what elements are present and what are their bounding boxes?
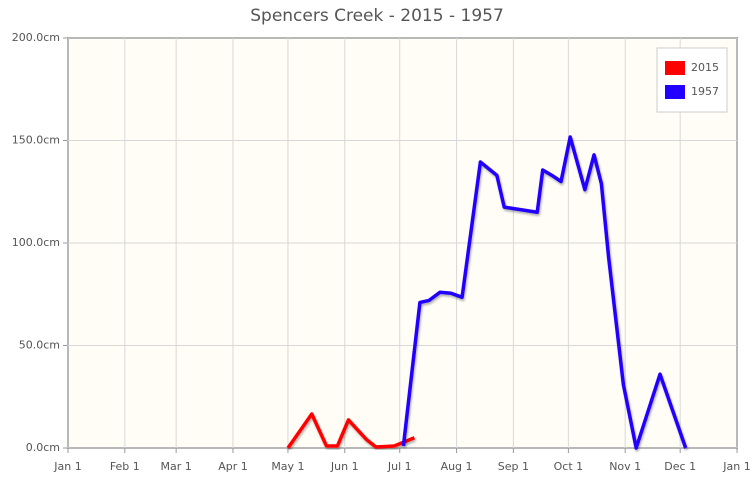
legend-label: 2015: [691, 61, 719, 74]
y-tick-label: 50.0cm: [19, 339, 60, 352]
y-tick-label: 0.0cm: [26, 441, 60, 454]
x-tick-label: Sep 1: [498, 460, 529, 473]
x-tick-label: Apr 1: [218, 460, 248, 473]
series-line: [286, 412, 416, 450]
y-tick-label: 150.0cm: [12, 134, 60, 147]
x-tick-label: Aug 1: [441, 460, 473, 473]
x-tick-label: Nov 1: [609, 460, 641, 473]
lines: [286, 135, 688, 450]
legend-label: 1957: [691, 85, 719, 98]
chart-title: Spencers Creek - 2015 - 1957: [250, 6, 504, 26]
legend-swatch: [665, 85, 685, 99]
x-tick-label: Jun 1: [330, 460, 359, 473]
x-tick-label: Mar 1: [161, 460, 192, 473]
grid: 0.0cm 50.0cm 100.0cm 150.0cm 200.0cm Jan 1 Feb…: [12, 31, 751, 473]
series-line: [401, 135, 688, 450]
legend-box: [656, 47, 728, 113]
x-tick-label: Oct 1: [554, 460, 584, 473]
x-tick-label: Jan 1: [53, 460, 81, 473]
x-tick-label: May 1: [271, 460, 304, 473]
legend: 2015 1957: [656, 47, 728, 113]
x-tick-label: Jul 1: [387, 460, 412, 473]
x-tick-label: Feb 1: [110, 460, 140, 473]
x-tick-label: Dec 1: [664, 460, 696, 473]
y-tick-label: 100.0cm: [12, 236, 60, 249]
legend-swatch: [665, 61, 685, 75]
y-tick-label: 200.0cm: [12, 31, 60, 44]
x-tick-label: Jan 1: [722, 460, 750, 473]
